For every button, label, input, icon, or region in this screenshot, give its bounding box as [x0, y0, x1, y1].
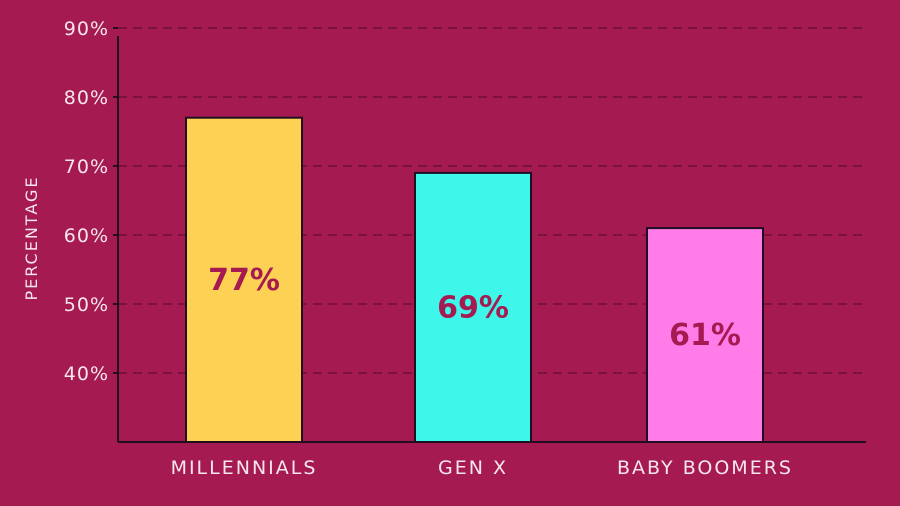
x-tick-labels: MILLENNIALS GEN X BABY BOOMERS — [171, 457, 793, 479]
data-labels: 77% 69% 61% — [208, 263, 741, 353]
y-tick-label: 60% — [64, 225, 109, 247]
x-tick-label: MILLENNIALS — [171, 457, 318, 479]
x-tick-label: GEN X — [438, 457, 508, 479]
bar — [185, 116, 303, 443]
data-label: 61% — [669, 318, 741, 353]
y-tick-labels: 40% 50% 60% 70% 80% 90% — [64, 18, 109, 385]
data-label: 77% — [208, 263, 280, 298]
x-tick-label: BABY BOOMERS — [617, 457, 793, 479]
y-tick-label: 40% — [64, 363, 109, 385]
y-tick-label: 50% — [64, 294, 109, 316]
y-tick-label: 90% — [64, 18, 109, 40]
bar — [414, 171, 532, 443]
y-axis-label: PERCENTAGE — [22, 175, 41, 300]
y-tick-label: 70% — [64, 156, 109, 178]
y-tick-label: 80% — [64, 87, 109, 109]
data-label: 69% — [437, 290, 509, 325]
